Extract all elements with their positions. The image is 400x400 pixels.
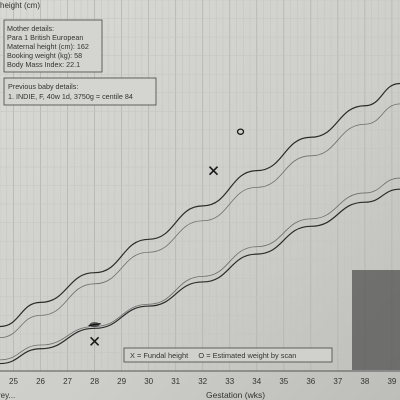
x-tick-label: 35 <box>279 377 288 386</box>
scribble-mark <box>88 322 101 328</box>
fundal-height-mark <box>90 336 100 346</box>
x-axis-label: Gestation (wks) <box>206 390 265 400</box>
x-tick-label: 36 <box>306 377 315 386</box>
mother-line-2: Para 1 British European <box>7 33 83 42</box>
previous-baby-box: Previous baby details: 1. INDIE, F, 40w … <box>3 77 157 106</box>
x-tick-label: 30 <box>144 377 153 386</box>
baby-line-1: Previous baby details: <box>8 82 78 91</box>
legend-box: X = Fundal height O = Estimated weight b… <box>123 347 333 363</box>
x-tick-label: 33 <box>225 377 234 386</box>
x-tick-label: 39 <box>387 377 396 386</box>
legend-text: X = Fundal height O = Estimated weight b… <box>130 351 296 360</box>
x-tick-label: 31 <box>171 377 180 386</box>
mother-line-5: Body Mass Index: 22.1 <box>7 60 80 69</box>
centile-curve-2 <box>0 103 400 339</box>
baby-line-2: 1. INDIE, F, 40w 1d, 3750g = centile 84 <box>8 92 133 101</box>
measurement-marks <box>88 128 245 346</box>
centile-curve-1 <box>0 82 400 328</box>
y-axis-label: height (cm) <box>0 1 40 10</box>
x-tick-label: 25 <box>9 377 18 386</box>
x-tick-label: 28 <box>90 377 99 386</box>
x-tick-label: 27 <box>63 377 72 386</box>
x-tick-label: 38 <box>360 377 369 386</box>
mother-line-4: Booking weight (kg): 58 <box>7 51 82 60</box>
fundal-height-mark <box>208 166 219 176</box>
x-tick-label: 32 <box>198 377 207 386</box>
x-tick-label: 34 <box>252 377 261 386</box>
mother-details-box: Mother details: Para 1 British European … <box>3 19 103 73</box>
mother-line-3: Maternal height (cm): 162 <box>7 42 89 51</box>
scan-weight-mark <box>236 128 245 135</box>
centile-curves <box>0 82 400 365</box>
left-edge-text: rey... <box>0 391 15 400</box>
shadow-edge <box>352 270 400 370</box>
x-tick-label: 29 <box>117 377 126 386</box>
x-tick-label: 37 <box>333 377 342 386</box>
centile-curve-4 <box>0 188 400 365</box>
x-tick-label: 26 <box>36 377 45 386</box>
mother-line-1: Mother details: <box>7 24 54 33</box>
x-tick-labels: 25 26 27 28 29 30 31 32 33 34 35 36 37 38 39 <box>9 377 397 386</box>
centile-curve-3 <box>0 177 400 361</box>
